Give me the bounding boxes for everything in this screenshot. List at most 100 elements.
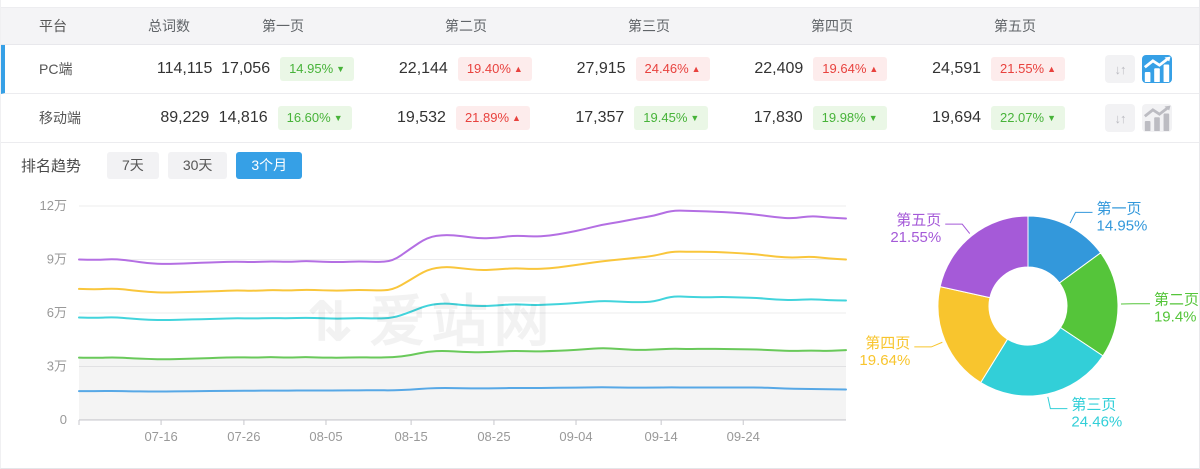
page3-cell: 17,357 19.45% ▼ xyxy=(570,106,748,130)
header-platform: 平台 xyxy=(39,18,67,34)
change-badge: 19.40% ▲ xyxy=(457,57,532,81)
table-row-pc[interactable]: PC端 114,115 17,056 14.95% ▼ 22,144 19.40%… xyxy=(1,45,1199,94)
x-axis-label: 08-25 xyxy=(477,429,510,444)
line-第一页 xyxy=(78,386,847,393)
donut-label-name: 第五页 xyxy=(896,211,941,229)
change-percent: 14.95% xyxy=(289,61,334,76)
triangle-icon: ▼ xyxy=(868,113,878,123)
label-leader-line xyxy=(1047,396,1068,410)
triangle-icon: ▲ xyxy=(1047,64,1057,74)
change-badge: 21.89% ▲ xyxy=(455,106,530,130)
row-actions: ↓↑ xyxy=(1104,104,1199,132)
donut-label-name: 第四页 xyxy=(865,334,910,352)
tab-30-days[interactable]: 30天 xyxy=(167,151,228,179)
page-count: 22,409 xyxy=(754,60,804,77)
donut-label-percent: 24.46% xyxy=(1071,414,1122,431)
change-badge: 19.45% ▼ xyxy=(634,106,709,130)
page5-cell: 24,591 21.55% ▲ xyxy=(927,57,1105,81)
change-percent: 22.07% xyxy=(999,110,1045,125)
change-percent: 24.46% xyxy=(644,61,689,76)
line-第五页 xyxy=(78,209,847,265)
change-badge: 19.98% ▼ xyxy=(812,106,887,130)
x-axis-label: 09-24 xyxy=(727,429,760,444)
change-percent: 19.45% xyxy=(643,110,688,125)
y-axis-label: 0 xyxy=(60,412,67,427)
trend-section-title: 排名趋势 xyxy=(21,157,82,175)
header-total-words: 总词数 xyxy=(148,18,190,34)
total-words-value: 114,115 xyxy=(156,60,213,77)
page1-cell: 14,816 16.60% ▼ xyxy=(213,106,391,130)
y-axis-label: 12万 xyxy=(40,198,67,213)
tab-7-days[interactable]: 7天 xyxy=(107,151,159,179)
donut-slice-第三页 xyxy=(979,326,1104,397)
donut-label-percent: 14.95% xyxy=(1097,217,1148,234)
row-actions: ↓↑ xyxy=(1105,55,1199,83)
trend-line-chart[interactable]: 0 3万 6万 9万 12万 07-16 07-26 08-05 08-15 08-25 09-04… xyxy=(1,187,857,455)
x-axis-label: 07-26 xyxy=(227,429,260,444)
trend-chart-icon-button[interactable] xyxy=(1141,104,1172,132)
trend-toolbar: 排名趋势 7天 30天 3个月 xyxy=(1,143,1199,187)
platform-label: 移动端 xyxy=(39,110,81,126)
area-第二页 xyxy=(79,348,846,420)
label-leader-line xyxy=(945,223,971,234)
change-badge: 21.55% ▲ xyxy=(991,57,1066,81)
page-count: 22,144 xyxy=(398,60,448,77)
table-row-mobile[interactable]: 移动端 89,229 14,816 16.60% ▼ 19,532 21.89% ▲… xyxy=(1,94,1199,143)
triangle-icon: ▲ xyxy=(869,64,879,74)
tab-3-months[interactable]: 3个月 xyxy=(236,151,303,179)
line-第四页 xyxy=(78,250,847,294)
page-count: 24,591 xyxy=(932,60,982,77)
page2-cell: 22,144 19.40% ▲ xyxy=(394,57,572,81)
sort-icon-button[interactable]: ↓↑ xyxy=(1104,104,1135,132)
page3-cell: 27,915 24.46% ▲ xyxy=(572,57,750,81)
page4-cell: 17,830 19.98% ▼ xyxy=(748,106,926,130)
label-leader-line xyxy=(914,341,943,348)
page-count: 17,357 xyxy=(575,109,625,126)
page-count: 17,830 xyxy=(753,109,803,126)
change-badge: 16.60% ▼ xyxy=(277,106,352,130)
change-badge: 14.95% ▼ xyxy=(280,57,355,81)
triangle-icon: ▲ xyxy=(512,113,521,123)
triangle-icon: ▼ xyxy=(690,113,700,123)
donut-label-percent: 19.4% xyxy=(1154,309,1197,326)
page1-cell: 17,056 14.95% ▼ xyxy=(216,57,394,81)
donut-label-name: 第二页 xyxy=(1154,291,1199,309)
y-axis-label: 3万 xyxy=(47,359,67,374)
y-axis-label: 6万 xyxy=(47,305,67,320)
change-percent: 19.40% xyxy=(466,61,511,76)
sort-arrows-icon: ↓↑ xyxy=(1114,61,1127,77)
trend-chart-icon-button[interactable] xyxy=(1142,55,1173,83)
triangle-icon: ▼ xyxy=(336,64,346,74)
charts-area: 0 3万 6万 9万 12万 07-16 07-26 08-05 08-15 08-25 09-04… xyxy=(1,187,1199,455)
donut-label-name: 第一页 xyxy=(1097,199,1142,217)
table-header: 平台 总词数 第一页 第二页 第三页 第四页 第五页 xyxy=(1,7,1199,45)
header-page4: 第四页 xyxy=(811,18,853,34)
x-axis-label: 09-04 xyxy=(559,429,592,444)
total-words-value: 89,229 xyxy=(160,109,210,126)
change-badge: 22.07% ▼ xyxy=(990,106,1065,130)
donut-label-name: 第三页 xyxy=(1071,396,1116,414)
header-page3: 第三页 xyxy=(628,18,670,34)
x-axis-label: 08-15 xyxy=(394,429,427,444)
triangle-icon: ▲ xyxy=(691,64,701,74)
header-page1: 第一页 xyxy=(262,18,304,34)
x-axis-label: 09-14 xyxy=(645,429,678,444)
page-count: 27,915 xyxy=(576,60,626,77)
change-badge: 24.46% ▲ xyxy=(635,57,710,81)
sort-icon-button[interactable]: ↓↑ xyxy=(1105,55,1136,83)
donut-label-percent: 19.64% xyxy=(859,352,910,369)
donut-slice-第四页 xyxy=(937,286,1009,384)
change-percent: 21.55% xyxy=(1000,61,1045,76)
line-第二页 xyxy=(78,347,847,361)
donut-slice-第五页 xyxy=(939,215,1029,299)
header-page5: 第五页 xyxy=(994,18,1036,34)
x-axis-label: 08-05 xyxy=(309,429,342,444)
triangle-icon: ▼ xyxy=(1047,113,1056,123)
change-percent: 16.60% xyxy=(286,110,331,125)
page-count: 19,694 xyxy=(932,109,981,126)
chart-icon xyxy=(1143,105,1171,132)
change-percent: 21.89% xyxy=(464,110,510,125)
label-leader-line xyxy=(1069,211,1093,224)
triangle-icon: ▼ xyxy=(333,113,343,123)
